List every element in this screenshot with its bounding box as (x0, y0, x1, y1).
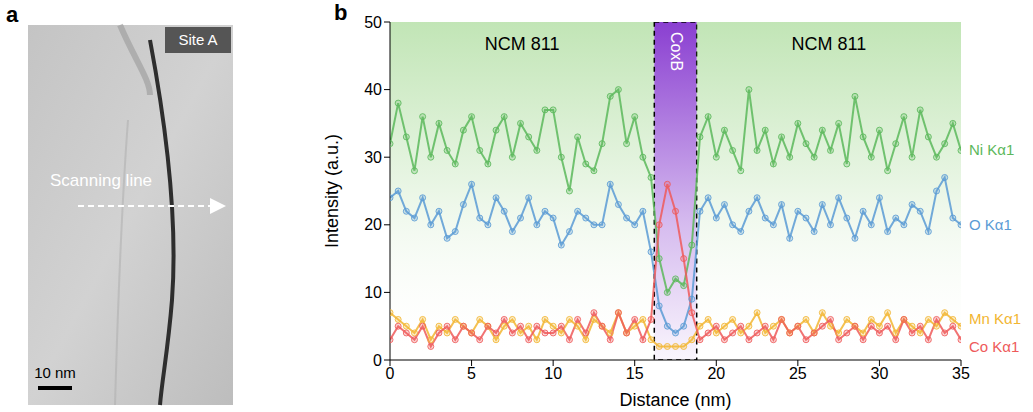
svg-text:CoxB: CoxB (668, 32, 685, 71)
svg-text:Site A: Site A (178, 31, 217, 48)
svg-text:30: 30 (871, 365, 889, 382)
svg-text:a: a (6, 2, 19, 27)
svg-text:5: 5 (467, 365, 476, 382)
svg-text:30: 30 (364, 149, 382, 166)
svg-text:15: 15 (626, 365, 644, 382)
svg-text:25: 25 (789, 365, 807, 382)
svg-text:10: 10 (544, 365, 562, 382)
svg-text:20: 20 (364, 216, 382, 233)
svg-text:NCM 811: NCM 811 (792, 34, 867, 54)
svg-text:10: 10 (364, 284, 382, 301)
svg-text:NCM 811: NCM 811 (485, 34, 560, 54)
svg-text:10 nm: 10 nm (34, 364, 76, 381)
svg-text:Scanning line: Scanning line (50, 171, 152, 190)
svg-text:Ni Kα1: Ni Kα1 (969, 141, 1014, 158)
svg-text:O Kα1: O Kα1 (969, 216, 1012, 233)
svg-text:Intensity (a.u.): Intensity (a.u.) (322, 134, 342, 248)
html-text:b: b (334, 0, 348, 25)
svg-text:Mn Kα1: Mn Kα1 (969, 310, 1021, 327)
svg-text:0: 0 (373, 352, 382, 369)
svg-text:20: 20 (707, 365, 725, 382)
svg-text:Co Kα1: Co Kα1 (969, 338, 1019, 355)
svg-text:Distance (nm): Distance (nm) (619, 390, 731, 410)
svg-text:35: 35 (952, 365, 970, 382)
svg-text:0: 0 (386, 365, 395, 382)
svg-text:50: 50 (364, 14, 382, 31)
svg-text:40: 40 (364, 81, 382, 98)
